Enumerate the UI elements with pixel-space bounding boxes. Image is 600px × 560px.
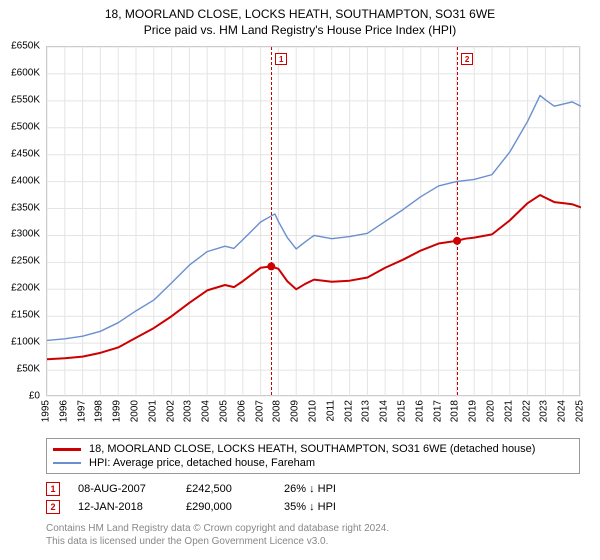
y-tick-label: £550K bbox=[11, 94, 40, 105]
x-tick-label: 2023 bbox=[539, 400, 550, 422]
y-tick-label: £650K bbox=[11, 41, 40, 52]
transactions-block: 1 08-AUG-2007 £242,500 26% ↓ HPI 2 12-JAN-201… bbox=[46, 480, 580, 516]
transaction-price: £242,500 bbox=[186, 483, 266, 495]
x-tick-label: 2014 bbox=[379, 400, 390, 422]
y-tick-label: £200K bbox=[11, 283, 40, 294]
y-tick-label: £0 bbox=[29, 391, 40, 402]
x-tick-label: 2021 bbox=[503, 400, 514, 422]
title-line-2: Price paid vs. HM Land Registry's House … bbox=[0, 22, 600, 38]
x-tick-label: 2024 bbox=[557, 400, 568, 422]
sale-vline bbox=[271, 47, 272, 395]
x-tick-label: 2008 bbox=[272, 400, 283, 422]
y-tick-label: £450K bbox=[11, 148, 40, 159]
x-tick-label: 2017 bbox=[432, 400, 443, 422]
x-tick-label: 1998 bbox=[94, 400, 105, 422]
transaction-delta: 35% ↓ HPI bbox=[284, 501, 364, 513]
x-tick-label: 2020 bbox=[486, 400, 497, 422]
y-tick-label: £500K bbox=[11, 121, 40, 132]
x-tick-label: 1996 bbox=[58, 400, 69, 422]
legend-row: 18, MOORLAND CLOSE, LOCKS HEATH, SOUTHAM… bbox=[53, 442, 573, 456]
y-axis-labels: £0£50K£100K£150K£200K£250K£300K£350K£400… bbox=[0, 46, 44, 396]
x-tick-label: 2009 bbox=[290, 400, 301, 422]
x-tick-label: 2018 bbox=[450, 400, 461, 422]
x-tick-label: 2006 bbox=[236, 400, 247, 422]
legend-swatch bbox=[53, 448, 81, 451]
transaction-marker: 2 bbox=[46, 500, 60, 514]
x-tick-label: 2022 bbox=[521, 400, 532, 422]
y-tick-label: £300K bbox=[11, 229, 40, 240]
x-tick-label: 2004 bbox=[201, 400, 212, 422]
legend-label: 18, MOORLAND CLOSE, LOCKS HEATH, SOUTHAM… bbox=[89, 443, 535, 455]
x-tick-label: 2005 bbox=[219, 400, 230, 422]
y-tick-label: £250K bbox=[11, 256, 40, 267]
x-tick-label: 2003 bbox=[183, 400, 194, 422]
footer-attribution: Contains HM Land Registry data © Crown c… bbox=[46, 522, 580, 548]
x-tick-label: 2000 bbox=[130, 400, 141, 422]
x-tick-label: 2016 bbox=[414, 400, 425, 422]
legend-label: HPI: Average price, detached house, Fare… bbox=[89, 457, 315, 469]
transaction-marker: 1 bbox=[46, 482, 60, 496]
transaction-date: 08-AUG-2007 bbox=[78, 483, 168, 495]
transaction-price: £290,000 bbox=[186, 501, 266, 513]
sale-marker-box: 1 bbox=[275, 53, 287, 65]
x-tick-label: 2012 bbox=[343, 400, 354, 422]
x-tick-label: 1997 bbox=[76, 400, 87, 422]
transaction-delta: 26% ↓ HPI bbox=[284, 483, 364, 495]
chart-svg bbox=[47, 47, 581, 397]
x-tick-label: 1999 bbox=[112, 400, 123, 422]
x-tick-label: 2010 bbox=[308, 400, 319, 422]
chart-plot-area: 12 bbox=[46, 46, 580, 396]
y-tick-label: £600K bbox=[11, 67, 40, 78]
chart-container: 18, MOORLAND CLOSE, LOCKS HEATH, SOUTHAM… bbox=[0, 0, 600, 560]
x-tick-label: 2025 bbox=[575, 400, 586, 422]
y-tick-label: £400K bbox=[11, 175, 40, 186]
footer-line-2: This data is licensed under the Open Gov… bbox=[46, 535, 580, 548]
x-tick-label: 2001 bbox=[147, 400, 158, 422]
transaction-date: 12-JAN-2018 bbox=[78, 501, 168, 513]
legend-swatch bbox=[53, 462, 81, 464]
x-tick-label: 2015 bbox=[397, 400, 408, 422]
transaction-row: 2 12-JAN-2018 £290,000 35% ↓ HPI bbox=[46, 498, 580, 516]
x-tick-label: 2013 bbox=[361, 400, 372, 422]
title-line-1: 18, MOORLAND CLOSE, LOCKS HEATH, SOUTHAM… bbox=[0, 6, 600, 22]
y-tick-label: £50K bbox=[17, 364, 40, 375]
footer-line-1: Contains HM Land Registry data © Crown c… bbox=[46, 522, 580, 535]
legend: 18, MOORLAND CLOSE, LOCKS HEATH, SOUTHAM… bbox=[46, 438, 580, 474]
x-axis-labels: 1995199619971998199920002001200220032004… bbox=[46, 396, 580, 436]
x-tick-label: 2019 bbox=[468, 400, 479, 422]
sale-vline bbox=[457, 47, 458, 395]
transaction-row: 1 08-AUG-2007 £242,500 26% ↓ HPI bbox=[46, 480, 580, 498]
legend-row: HPI: Average price, detached house, Fare… bbox=[53, 456, 573, 470]
y-tick-label: £150K bbox=[11, 310, 40, 321]
x-tick-label: 2011 bbox=[325, 400, 336, 422]
sale-marker-box: 2 bbox=[461, 53, 473, 65]
title-block: 18, MOORLAND CLOSE, LOCKS HEATH, SOUTHAM… bbox=[0, 0, 600, 38]
x-tick-label: 2007 bbox=[254, 400, 265, 422]
y-tick-label: £100K bbox=[11, 337, 40, 348]
x-tick-label: 2002 bbox=[165, 400, 176, 422]
y-tick-label: £350K bbox=[11, 202, 40, 213]
x-tick-label: 1995 bbox=[41, 400, 52, 422]
